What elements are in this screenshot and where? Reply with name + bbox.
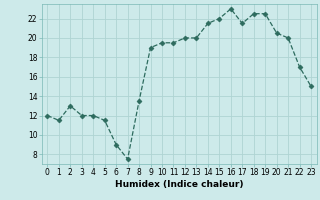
X-axis label: Humidex (Indice chaleur): Humidex (Indice chaleur)	[115, 180, 244, 189]
